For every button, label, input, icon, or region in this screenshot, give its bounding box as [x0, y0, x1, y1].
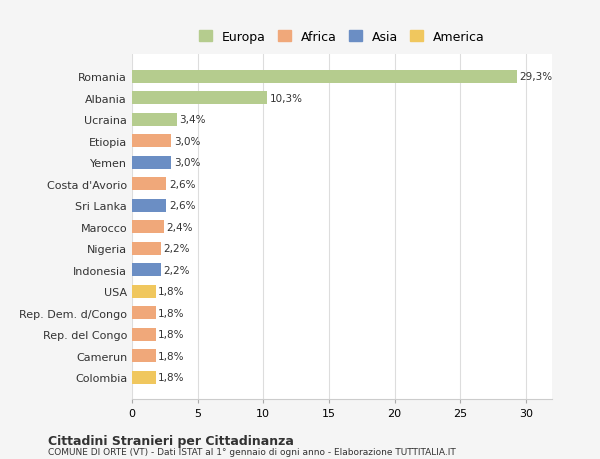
Bar [132, 242, 161, 255]
Text: 3,0%: 3,0% [174, 136, 200, 146]
Bar [132, 92, 267, 105]
Bar [132, 285, 155, 298]
Text: 3,0%: 3,0% [174, 158, 200, 168]
Text: 1,8%: 1,8% [158, 308, 185, 318]
Text: Cittadini Stranieri per Cittadinanza: Cittadini Stranieri per Cittadinanza [48, 434, 294, 447]
Text: 1,8%: 1,8% [158, 351, 185, 361]
Legend: Europa, Africa, Asia, America: Europa, Africa, Asia, America [196, 27, 488, 47]
Text: 2,2%: 2,2% [163, 244, 190, 254]
Text: 1,8%: 1,8% [158, 286, 185, 297]
Bar [132, 71, 517, 84]
Text: 2,2%: 2,2% [163, 265, 190, 275]
Bar [132, 263, 161, 276]
Text: 2,4%: 2,4% [166, 222, 193, 232]
Bar [132, 328, 155, 341]
Bar [132, 135, 172, 148]
Text: 2,6%: 2,6% [169, 201, 195, 211]
Bar [132, 221, 163, 234]
Text: 2,6%: 2,6% [169, 179, 195, 189]
Bar [132, 307, 155, 319]
Bar [132, 349, 155, 362]
Text: COMUNE DI ORTE (VT) - Dati ISTAT al 1° gennaio di ogni anno - Elaborazione TUTTI: COMUNE DI ORTE (VT) - Dati ISTAT al 1° g… [48, 448, 456, 457]
Text: 10,3%: 10,3% [270, 94, 303, 104]
Text: 3,4%: 3,4% [179, 115, 206, 125]
Bar [132, 199, 166, 212]
Text: 29,3%: 29,3% [519, 72, 553, 82]
Text: 1,8%: 1,8% [158, 330, 185, 339]
Bar [132, 157, 172, 169]
Text: 1,8%: 1,8% [158, 372, 185, 382]
Bar [132, 371, 155, 384]
Bar [132, 113, 176, 127]
Bar [132, 178, 166, 191]
